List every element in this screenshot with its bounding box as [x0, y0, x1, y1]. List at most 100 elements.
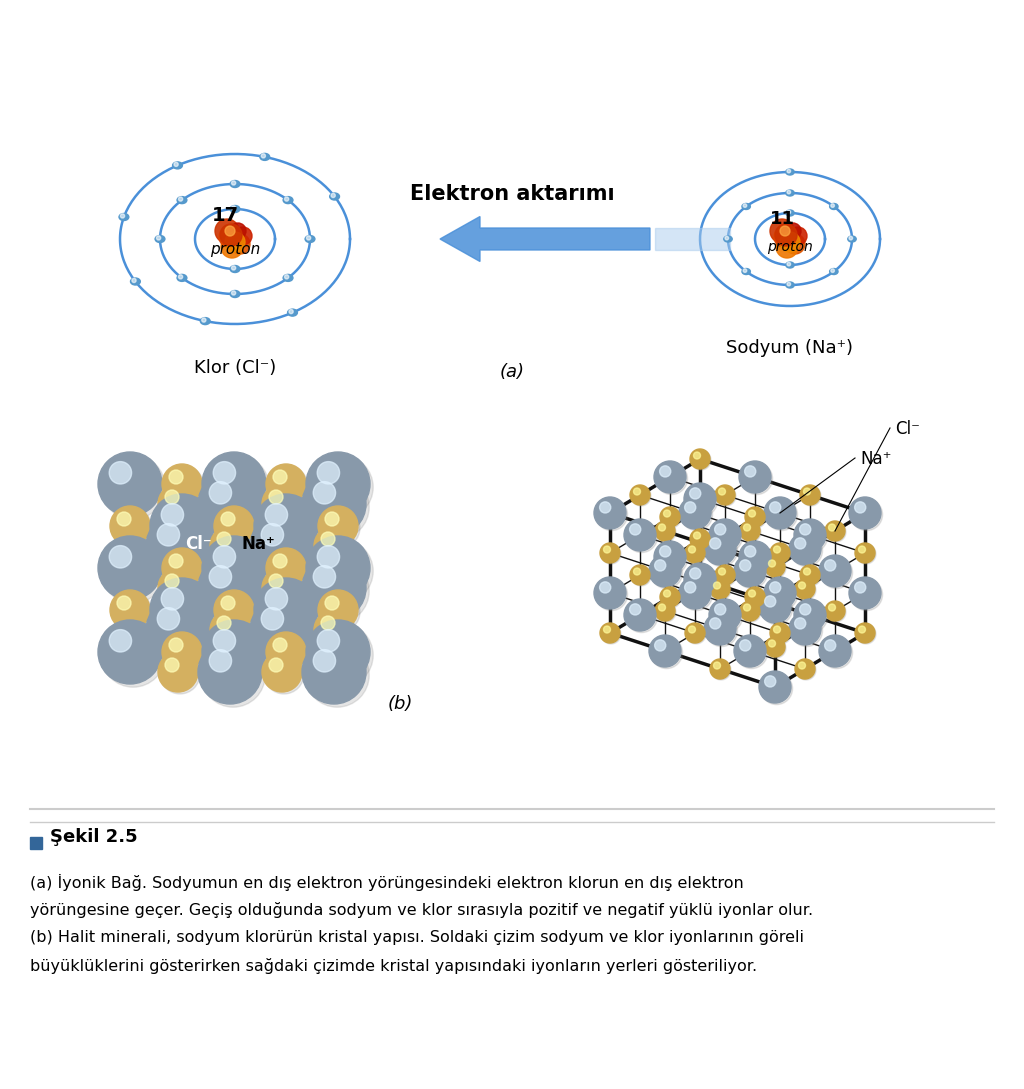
Ellipse shape	[305, 235, 315, 243]
Circle shape	[305, 644, 370, 707]
Circle shape	[743, 269, 746, 272]
Text: Klor (Cl⁻): Klor (Cl⁻)	[194, 359, 276, 377]
Circle shape	[201, 559, 265, 623]
Circle shape	[158, 568, 198, 608]
Circle shape	[98, 536, 162, 600]
Circle shape	[664, 510, 671, 517]
Ellipse shape	[785, 282, 795, 287]
Circle shape	[691, 530, 711, 550]
Ellipse shape	[230, 291, 240, 297]
Circle shape	[306, 536, 370, 600]
Circle shape	[690, 449, 710, 469]
Ellipse shape	[230, 181, 240, 187]
Circle shape	[234, 227, 252, 245]
Ellipse shape	[742, 204, 751, 209]
FancyArrow shape	[655, 228, 730, 250]
Circle shape	[686, 624, 706, 644]
Circle shape	[819, 635, 851, 666]
Circle shape	[679, 497, 711, 529]
Circle shape	[250, 514, 314, 578]
Circle shape	[768, 560, 775, 567]
Circle shape	[650, 637, 683, 669]
Circle shape	[743, 204, 746, 207]
Circle shape	[768, 640, 775, 647]
Circle shape	[169, 470, 183, 484]
Circle shape	[746, 588, 766, 608]
Circle shape	[851, 578, 883, 611]
Circle shape	[257, 582, 322, 645]
Circle shape	[306, 236, 310, 240]
Circle shape	[198, 640, 262, 703]
Circle shape	[800, 565, 820, 585]
Circle shape	[634, 488, 640, 495]
Circle shape	[630, 524, 641, 535]
Circle shape	[715, 524, 726, 535]
Circle shape	[735, 556, 768, 588]
Circle shape	[734, 635, 766, 666]
Circle shape	[776, 236, 798, 258]
Circle shape	[230, 234, 250, 254]
Circle shape	[160, 570, 200, 610]
Circle shape	[205, 455, 269, 519]
Circle shape	[178, 274, 182, 279]
Circle shape	[800, 485, 820, 505]
Circle shape	[819, 555, 851, 587]
Ellipse shape	[283, 197, 293, 204]
Circle shape	[770, 219, 794, 243]
Circle shape	[746, 507, 766, 528]
Circle shape	[596, 578, 628, 611]
Circle shape	[849, 497, 881, 529]
Text: Şekil 2.5: Şekil 2.5	[50, 828, 137, 846]
Circle shape	[796, 580, 816, 600]
Circle shape	[711, 601, 742, 633]
Circle shape	[158, 484, 198, 524]
Circle shape	[686, 544, 706, 564]
Circle shape	[266, 548, 306, 588]
Circle shape	[710, 659, 730, 680]
Circle shape	[265, 588, 288, 610]
Circle shape	[165, 574, 179, 588]
Circle shape	[739, 640, 751, 651]
Circle shape	[216, 507, 256, 548]
Circle shape	[318, 506, 358, 546]
Circle shape	[685, 502, 695, 513]
Circle shape	[766, 638, 786, 658]
Circle shape	[600, 582, 610, 594]
Circle shape	[178, 197, 182, 201]
Circle shape	[761, 673, 793, 705]
Circle shape	[715, 565, 735, 585]
Circle shape	[101, 623, 165, 687]
Circle shape	[305, 475, 370, 539]
Circle shape	[795, 617, 806, 629]
Circle shape	[794, 519, 826, 551]
Circle shape	[785, 234, 805, 254]
Circle shape	[660, 587, 680, 607]
Circle shape	[318, 590, 358, 631]
Circle shape	[225, 227, 234, 236]
Circle shape	[787, 262, 791, 266]
Circle shape	[250, 598, 314, 662]
Circle shape	[285, 197, 289, 201]
Circle shape	[771, 544, 791, 564]
Circle shape	[719, 488, 725, 495]
Ellipse shape	[848, 236, 856, 242]
Circle shape	[770, 623, 790, 643]
Circle shape	[765, 596, 776, 607]
Ellipse shape	[785, 169, 795, 175]
Circle shape	[634, 568, 640, 575]
Circle shape	[289, 309, 293, 314]
Circle shape	[710, 579, 730, 599]
Circle shape	[112, 507, 152, 548]
Circle shape	[650, 556, 683, 588]
Circle shape	[217, 533, 231, 546]
Circle shape	[740, 542, 772, 575]
Circle shape	[796, 601, 827, 633]
Circle shape	[254, 494, 318, 558]
Circle shape	[689, 488, 700, 499]
Circle shape	[689, 567, 700, 579]
Circle shape	[851, 499, 883, 530]
Circle shape	[759, 671, 791, 703]
Circle shape	[766, 499, 798, 530]
Circle shape	[684, 563, 716, 595]
Circle shape	[655, 601, 675, 621]
